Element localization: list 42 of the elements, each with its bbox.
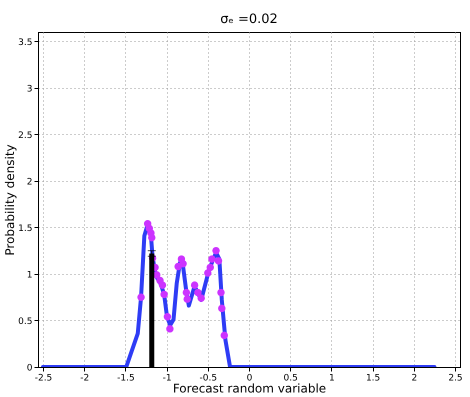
point [160,290,168,298]
point [158,281,166,289]
point [148,234,156,242]
y-tick-label: 3 [26,84,32,94]
point [206,264,214,272]
x-tick-label: -1.5 [117,374,135,384]
x-tick-label: 2 [411,374,418,384]
point [212,246,220,254]
point [190,281,198,289]
point [218,304,226,312]
x-tick-label: -1 [162,374,172,384]
x-tick-label: 1 [329,374,335,384]
point [179,260,187,268]
y-tick-label: 1 [26,270,32,280]
y-tick-label: 0.5 [18,316,32,327]
x-tick-label: -2 [80,374,90,384]
y-tick-label: 2 [26,177,32,188]
chart-title: σₑ =0.02 [220,12,278,27]
y-tick-label: 3.5 [18,38,32,48]
y-tick-label: 2.5 [18,130,32,141]
point [217,288,225,296]
x-axis-title: Forecast random variable [172,382,326,396]
x-tick-label: 1.5 [366,374,380,384]
x-tick-label: 0 [246,374,253,384]
x-tick-label: 0.5 [284,374,298,384]
point [166,325,174,333]
x-tick-label: -0.5 [200,374,218,384]
point [164,313,172,320]
point [198,294,205,302]
point [137,294,145,301]
x-tick-label: -2.5 [34,374,52,384]
y-tick-label: 1.5 [18,224,32,234]
point [204,269,212,277]
point [214,257,222,265]
x-tick-label: 2.5 [448,374,463,384]
y-axis-title: Probability density [3,144,18,256]
point [194,288,202,296]
point [183,295,191,303]
y-tick-label: 0 [26,364,33,374]
point [208,255,216,263]
point [182,288,190,296]
point [220,332,228,340]
